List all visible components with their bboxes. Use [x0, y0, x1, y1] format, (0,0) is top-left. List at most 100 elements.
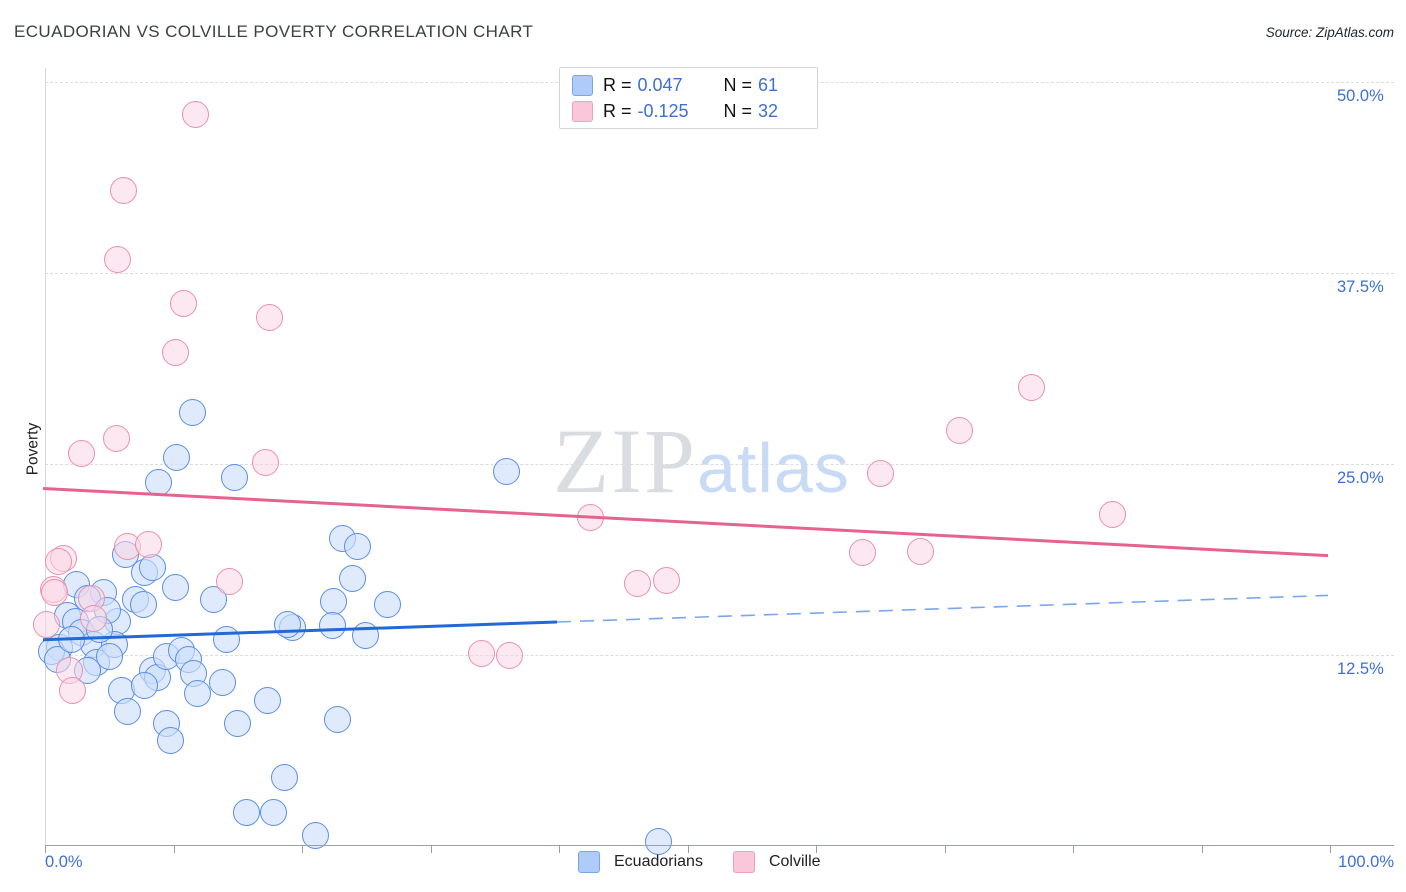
- n-value-ecuadorians: 61: [758, 74, 779, 95]
- r-value-ecuadorians: 0.047: [637, 74, 683, 95]
- data-point-ecuadorians[interactable]: [138, 554, 166, 582]
- zipatlas-watermark: ZIPatlas: [553, 408, 850, 514]
- data-point-ecuadorians[interactable]: [271, 763, 299, 791]
- ecuadorians-swatch-icon: [572, 74, 593, 96]
- data-point-colville[interactable]: [867, 459, 895, 487]
- x-tick-30: [430, 845, 432, 853]
- y-tick-label-12.5%: 12.5%: [1337, 660, 1384, 678]
- data-point-ecuadorians[interactable]: [213, 626, 241, 654]
- data-point-colville[interactable]: [182, 100, 210, 128]
- y-tick-label-37.5%: 37.5%: [1337, 278, 1384, 296]
- data-point-ecuadorians[interactable]: [131, 672, 158, 700]
- n-label: N =: [723, 74, 753, 95]
- data-point-colville[interactable]: [467, 639, 495, 667]
- data-point-ecuadorians[interactable]: [273, 610, 301, 638]
- x-axis-line: [45, 845, 1394, 846]
- data-point-colville[interactable]: [68, 439, 96, 467]
- x-tick-90: [1201, 845, 1203, 853]
- data-point-colville[interactable]: [169, 290, 197, 318]
- data-point-colville[interactable]: [104, 245, 132, 273]
- data-point-colville[interactable]: [624, 569, 652, 597]
- x-tick-100: [1330, 845, 1331, 853]
- x-tick-60: [816, 845, 817, 853]
- data-point-ecuadorians[interactable]: [645, 827, 672, 855]
- data-point-ecuadorians[interactable]: [183, 679, 211, 707]
- data-point-ecuadorians[interactable]: [319, 588, 347, 616]
- data-point-colville[interactable]: [41, 578, 69, 606]
- y-axis-title: Poverty: [24, 422, 42, 476]
- data-point-colville[interactable]: [255, 303, 283, 331]
- r-label: R =: [603, 74, 632, 95]
- data-point-colville[interactable]: [495, 641, 523, 669]
- data-point-colville[interactable]: [161, 338, 189, 366]
- data-point-ecuadorians[interactable]: [344, 533, 372, 560]
- gridline-37.5%: [45, 273, 1394, 274]
- y-tick-label-50.0%: 50.0%: [1337, 87, 1384, 105]
- y-tick-label-25.0%: 25.0%: [1337, 469, 1384, 487]
- n-label: N =: [723, 100, 753, 121]
- colville-swatch-icon: [572, 100, 593, 122]
- data-point-ecuadorians[interactable]: [145, 468, 173, 496]
- data-point-colville[interactable]: [945, 416, 973, 444]
- x-tick-70: [944, 845, 946, 853]
- series-legend: Ecuadorians Colville: [578, 851, 837, 873]
- data-point-ecuadorians[interactable]: [254, 687, 282, 715]
- data-point-colville[interactable]: [1017, 374, 1045, 402]
- data-point-ecuadorians[interactable]: [220, 464, 248, 492]
- data-point-ecuadorians[interactable]: [156, 727, 184, 755]
- x-axis-min-label: 0.0%: [45, 853, 83, 871]
- data-point-colville[interactable]: [907, 537, 935, 565]
- gridline-12.5%: [45, 655, 1394, 656]
- data-point-ecuadorians[interactable]: [373, 591, 401, 619]
- x-tick-20: [302, 845, 303, 853]
- data-point-ecuadorians[interactable]: [178, 398, 206, 426]
- ecuadorians-legend-swatch-icon: [578, 851, 600, 873]
- data-point-ecuadorians[interactable]: [323, 705, 351, 733]
- data-point-colville[interactable]: [102, 424, 130, 452]
- data-point-ecuadorians[interactable]: [114, 698, 142, 726]
- data-point-colville[interactable]: [652, 566, 680, 594]
- colville-legend-label: Colville: [768, 853, 821, 870]
- data-point-ecuadorians[interactable]: [129, 591, 157, 619]
- x-tick-10: [173, 845, 175, 853]
- data-point-colville[interactable]: [849, 539, 877, 567]
- data-point-colville[interactable]: [1098, 500, 1126, 528]
- data-point-ecuadorians[interactable]: [259, 798, 287, 826]
- data-point-colville[interactable]: [44, 548, 72, 576]
- data-point-ecuadorians[interactable]: [57, 626, 85, 654]
- page-title: ECUADORIAN VS COLVILLE POVERTY CORRELATI…: [14, 22, 534, 41]
- r-value-colville: -0.125: [637, 100, 689, 121]
- x-tick-0: [45, 845, 46, 853]
- y-axis-line: [45, 68, 46, 845]
- legend-row-ecuadorians: R = 0.047 N = 61: [572, 74, 805, 96]
- colville-legend-swatch-icon: [732, 851, 755, 873]
- data-point-ecuadorians[interactable]: [232, 798, 260, 826]
- data-point-ecuadorians[interactable]: [161, 574, 189, 602]
- data-point-colville[interactable]: [251, 448, 279, 476]
- data-point-colville[interactable]: [215, 568, 243, 596]
- data-point-colville[interactable]: [79, 604, 107, 632]
- data-point-ecuadorians[interactable]: [96, 643, 124, 671]
- source-attribution: Source: ZipAtlas.com: [1265, 25, 1394, 40]
- x-tick-50: [687, 845, 689, 853]
- ecuadorians-legend-label: Ecuadorians: [614, 853, 703, 870]
- correlation-legend-box: R = 0.047 N = 61 R = -0.125 N = 32: [559, 67, 818, 129]
- data-point-colville[interactable]: [59, 676, 87, 704]
- data-point-ecuadorians[interactable]: [301, 821, 329, 849]
- watermark-zip: ZIP: [553, 410, 697, 512]
- data-point-colville[interactable]: [576, 503, 604, 531]
- data-point-ecuadorians[interactable]: [352, 621, 380, 649]
- data-point-ecuadorians[interactable]: [163, 444, 191, 472]
- r-label: R =: [603, 100, 632, 121]
- data-point-ecuadorians[interactable]: [209, 669, 237, 696]
- x-tick-80: [1073, 845, 1074, 853]
- data-point-ecuadorians[interactable]: [318, 612, 346, 640]
- data-point-ecuadorians[interactable]: [223, 710, 251, 738]
- data-point-ecuadorians[interactable]: [493, 458, 521, 486]
- data-point-colville[interactable]: [110, 176, 138, 204]
- x-tick-40: [559, 845, 560, 853]
- gridline-25.0%: [45, 464, 1394, 465]
- legend-row-colville: R = -0.125 N = 32: [572, 100, 805, 122]
- data-point-ecuadorians[interactable]: [339, 565, 367, 593]
